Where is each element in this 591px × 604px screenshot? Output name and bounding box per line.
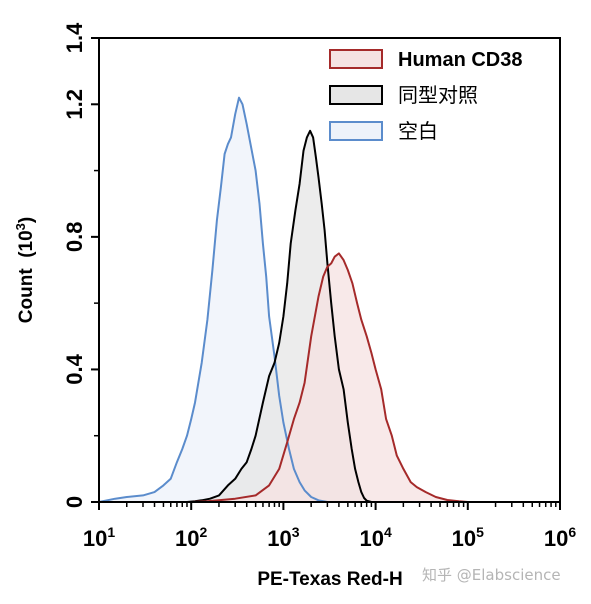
series-line-2 bbox=[98, 96, 560, 503]
x-tick-label-3: 104 bbox=[359, 524, 391, 551]
x-tick-label-5: 106 bbox=[544, 524, 576, 551]
x-tick-label-2: 103 bbox=[267, 524, 299, 551]
y-axis-title-main: Count (10 bbox=[16, 230, 37, 323]
series-area-0 bbox=[99, 253, 560, 502]
y-tick-label-1: 0.4 bbox=[62, 353, 87, 384]
legend-label-2: 空白 bbox=[398, 119, 438, 143]
legend-swatch-0 bbox=[329, 49, 383, 69]
legend-label-1: 同型对照 bbox=[398, 83, 478, 107]
series-area-2 bbox=[99, 97, 560, 502]
legend-label-0: Human CD38 bbox=[398, 49, 522, 71]
legend-swatch-1 bbox=[329, 85, 383, 105]
series-layer bbox=[98, 96, 560, 503]
x-axis-title: PE-Texas Red-H bbox=[257, 569, 402, 590]
y-tick-label-4: 1.4 bbox=[62, 22, 87, 53]
y-tick-label-2: 0.8 bbox=[62, 222, 87, 253]
y-axis-title: Count (103) bbox=[13, 217, 37, 323]
y-axis-title-exp: 3 bbox=[13, 223, 28, 230]
axes-layer bbox=[98, 37, 561, 503]
series-line-0 bbox=[99, 252, 560, 503]
y-axis-title-close: ) bbox=[16, 217, 37, 223]
plot-frame bbox=[98, 37, 561, 503]
x-tick-label-1: 102 bbox=[175, 524, 207, 551]
y-tick-label-0: 0 bbox=[62, 496, 87, 508]
y-tick-label-3: 1.2 bbox=[62, 89, 87, 120]
x-tick-label-0: 101 bbox=[83, 524, 115, 551]
watermark: 知乎 @Elabscience bbox=[422, 566, 561, 584]
legend-swatch-2 bbox=[329, 121, 383, 141]
x-tick-label-4: 105 bbox=[452, 524, 484, 551]
series-line-1 bbox=[99, 129, 560, 503]
ticks-layer: 101 102 103 104 105 106 0 0.4 0.8 1.2 1.4 bbox=[62, 22, 576, 551]
